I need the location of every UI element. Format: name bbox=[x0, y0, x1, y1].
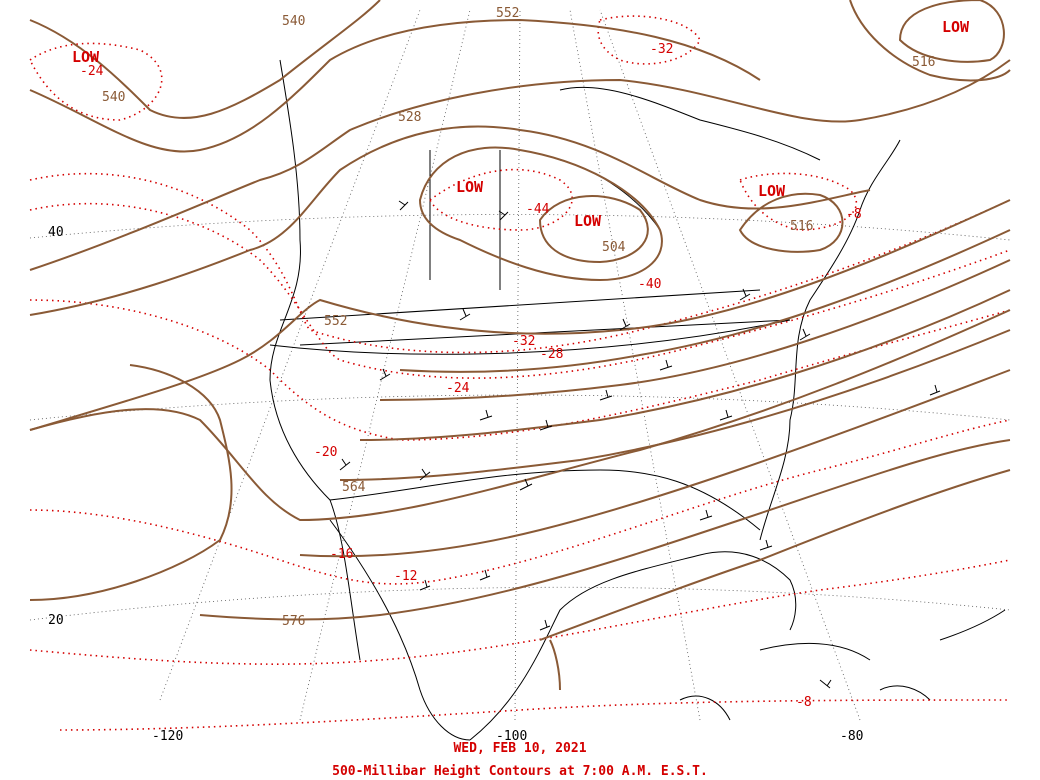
map-title: 500-Millibar Height Contours at 7:00 A.M… bbox=[332, 764, 708, 779]
height-label: 564 bbox=[342, 480, 366, 495]
temperature-labels: -24 -32 -44 -40 -32 -28 -24 -20 -16 -12 … bbox=[80, 42, 862, 710]
height-label: 540 bbox=[282, 14, 305, 29]
low-label-canada-west: LOW bbox=[456, 178, 484, 196]
low-label-quebec: LOW bbox=[758, 182, 786, 200]
height-label: 504 bbox=[602, 240, 626, 255]
temp-label: -24 bbox=[80, 64, 104, 79]
low-label-hudson: LOW bbox=[574, 212, 602, 230]
lon-label-100: -100 bbox=[496, 729, 527, 744]
temp-label: -28 bbox=[540, 347, 563, 362]
temperature-isotherms bbox=[29, 15, 1011, 731]
height-label: 516 bbox=[912, 55, 935, 70]
lat-lon-labels: 40 20 -120 -100 -80 bbox=[48, 225, 863, 744]
height-label: 516 bbox=[790, 219, 813, 234]
wind-barbs bbox=[339, 200, 941, 689]
graticule bbox=[29, 9, 1011, 721]
temp-label: -32 bbox=[512, 334, 535, 349]
lat-label-40: 40 bbox=[48, 225, 64, 240]
temp-label: -24 bbox=[446, 381, 470, 396]
height-contour-labels: 540 552 540 516 528 504 516 552 564 576 bbox=[102, 6, 935, 629]
temp-label: -8 bbox=[846, 207, 862, 222]
lat-label-20: 20 bbox=[48, 613, 64, 628]
temp-label: -12 bbox=[394, 569, 417, 584]
temp-label: -44 bbox=[526, 202, 550, 217]
height-label: 552 bbox=[496, 6, 519, 21]
height-label: 528 bbox=[398, 110, 421, 125]
temp-label: -40 bbox=[638, 277, 661, 292]
temp-label: -32 bbox=[650, 42, 673, 57]
height-label: 540 bbox=[102, 90, 125, 105]
height-label: 576 bbox=[282, 614, 305, 629]
temp-label: -16 bbox=[330, 547, 353, 562]
low-pressure-labels: LOW LOW LOW LOW LOW bbox=[72, 18, 970, 230]
low-label-atlantic: LOW bbox=[942, 18, 970, 36]
height-contours bbox=[29, 0, 1011, 691]
map-date: WED, FEB 10, 2021 bbox=[453, 741, 587, 756]
temp-label: -8 bbox=[796, 695, 812, 710]
temp-label: -20 bbox=[314, 445, 337, 460]
lon-label-120: -120 bbox=[152, 729, 183, 744]
height-label: 552 bbox=[324, 314, 347, 329]
low-label-pacific: LOW bbox=[72, 48, 100, 66]
lon-label-80: -80 bbox=[840, 729, 863, 744]
